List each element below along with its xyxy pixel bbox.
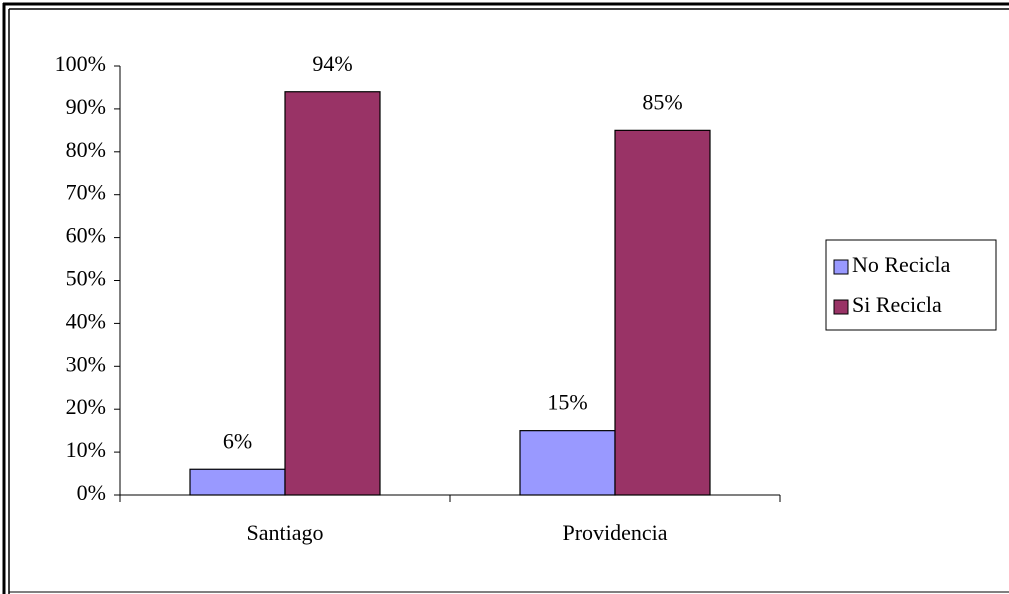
- legend-label: Si Recicla: [852, 292, 942, 317]
- y-tick-label: 0%: [77, 480, 106, 505]
- y-tick-label: 20%: [66, 394, 106, 419]
- bar: [189, 468, 286, 496]
- x-tick-label: Santiago: [247, 520, 324, 545]
- y-tick-label: 80%: [66, 137, 106, 162]
- legend-box: [825, 239, 997, 331]
- value-label: 85%: [642, 89, 682, 114]
- y-tick-label: 10%: [66, 437, 106, 462]
- y-tick-label: 50%: [66, 266, 106, 291]
- bar: [614, 129, 711, 496]
- y-tick-label: 70%: [66, 180, 106, 205]
- y-tick-label: 90%: [66, 94, 106, 119]
- y-tick-label: 60%: [66, 223, 106, 248]
- y-tick-label: 40%: [66, 308, 106, 333]
- bar: [519, 430, 616, 496]
- y-tick-label: 100%: [55, 51, 106, 76]
- legend-label: No Recicla: [852, 252, 951, 277]
- value-label: 94%: [312, 51, 352, 76]
- value-label: 15%: [547, 390, 587, 415]
- legend-swatch: [833, 299, 849, 315]
- x-tick-label: Providencia: [562, 520, 667, 545]
- y-tick-label: 30%: [66, 351, 106, 376]
- bar: [284, 91, 381, 496]
- legend-swatch: [833, 259, 849, 275]
- value-label: 6%: [223, 428, 252, 453]
